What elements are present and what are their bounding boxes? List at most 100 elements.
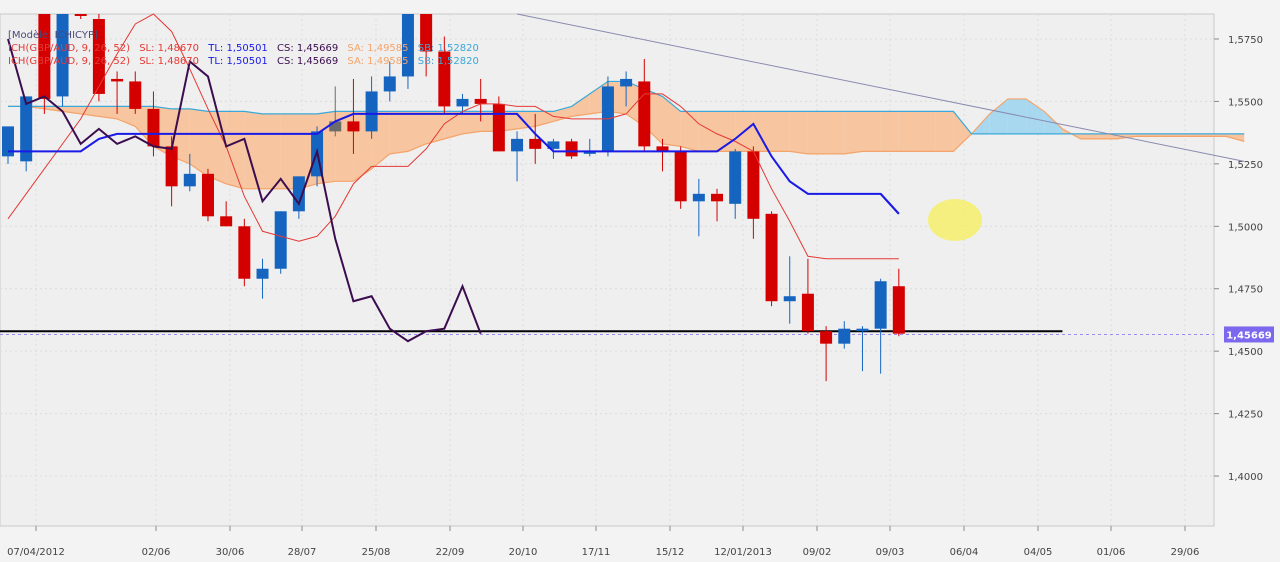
candle-body	[2, 126, 14, 157]
y-tick-label: 1,5500	[1228, 97, 1263, 108]
kumo-cloud-segment	[1116, 133, 1136, 139]
y-tick-label: 1,5750	[1228, 35, 1263, 46]
kumo-cloud-segment	[935, 111, 954, 152]
candle-body	[74, 14, 87, 16]
candle-body	[292, 176, 305, 212]
legend-indicator-name: ICH(GBP/AUD, 9, 26, 52)	[8, 56, 131, 67]
kumo-cloud-segment	[953, 111, 972, 152]
kumo-cloud-segment	[680, 111, 699, 152]
kumo-cloud-segment	[1207, 133, 1227, 137]
highlight-ellipse	[928, 199, 982, 241]
kumo-cloud-segment	[262, 113, 281, 189]
kumo-cloud-segment	[826, 111, 845, 154]
x-tick-label: 12/01/2013	[714, 547, 772, 558]
legend-tl: TL: 1,50501	[208, 43, 268, 54]
kumo-cloud-segment	[62, 106, 81, 114]
kijun-sen-line	[7, 13, 899, 260]
kumo-cloud-segment	[753, 111, 772, 152]
kumo-cloud-segment	[98, 106, 118, 119]
candle-body	[511, 138, 524, 152]
kumo-cloud-segment	[862, 111, 881, 152]
kumo-cloud-segment	[1135, 133, 1154, 137]
kumo-cloud-segment	[280, 113, 299, 189]
candle-body	[92, 18, 105, 94]
kumo-cloud-segment	[1007, 98, 1027, 134]
kumo-cloud-segment	[917, 111, 936, 152]
x-tick-label: 17/11	[582, 547, 611, 558]
x-tick-label: 06/04	[950, 547, 979, 558]
kumo-cloud-segment	[462, 111, 481, 134]
last-price-tag	[1224, 326, 1274, 343]
legend-row-1: ICH(GBP/AUD, 9, 26, 52) SL: 1,48670 TL: …	[8, 42, 485, 55]
x-tick-label: 20/10	[509, 547, 538, 558]
tenkan-sen-line	[8, 112, 900, 215]
kumo-cloud-segment	[1189, 133, 1208, 137]
candle-body	[474, 98, 487, 104]
legend-sl: SL: 1,48670	[139, 56, 200, 67]
x-tick-label: 07/04/2012	[7, 547, 65, 558]
legend-sb: SB: 1,52820	[417, 56, 479, 67]
legend-sa: SA: 1,49585	[347, 56, 409, 67]
y-tick-label: 1,4750	[1228, 285, 1263, 296]
chikou-span-line	[7, 38, 482, 343]
candle-body	[783, 296, 796, 302]
kumo-cloud-segment	[571, 93, 590, 117]
legend-tl: TL: 1,50501	[208, 56, 268, 67]
kumo-cloud-segment	[117, 106, 136, 127]
y-tick-label: 1,4000	[1228, 472, 1263, 483]
candle-body	[529, 138, 542, 149]
y-tick-label: 1,4500	[1228, 347, 1263, 358]
legend-model: [Modèle: ICHICYP]	[8, 30, 98, 41]
candle-body	[820, 331, 833, 344]
kumo-cloud-segment	[517, 111, 536, 129]
candle-body	[747, 151, 760, 219]
candle-body	[838, 328, 851, 344]
candle-body	[183, 173, 196, 187]
kumo-cloud-segment	[1026, 98, 1045, 134]
kumo-cloud-segment	[789, 111, 808, 154]
x-tick-label: 28/07	[288, 547, 317, 558]
x-tick-label: 30/06	[216, 547, 245, 558]
candle-body	[801, 293, 814, 332]
kumo-cloud-segment	[989, 98, 1008, 134]
candle-body	[565, 141, 578, 157]
kumo-cloud-segment	[771, 111, 790, 152]
kumo-cloud-segment	[189, 108, 208, 177]
kumo-cloud-segment	[244, 111, 263, 189]
candle-body	[456, 98, 469, 107]
candle-body	[220, 216, 233, 227]
legend-sl: SL: 1,48670	[139, 43, 200, 54]
kumo-cloud-segment	[1226, 133, 1245, 142]
x-tick-label: 15/12	[656, 547, 685, 558]
x-tick-label: 22/09	[436, 547, 465, 558]
candle-body	[492, 103, 505, 152]
candle-body	[165, 146, 178, 187]
x-tick-label: 09/02	[803, 547, 832, 558]
legend-cs: CS: 1,45669	[277, 56, 339, 67]
candle-body	[20, 96, 33, 162]
candle-body	[401, 14, 414, 77]
y-tick-label: 1,4250	[1228, 410, 1263, 421]
candle-body	[692, 193, 705, 202]
x-tick-label: 29/06	[1171, 547, 1200, 558]
candle-body	[856, 328, 869, 332]
x-tick-label: 25/08	[362, 547, 391, 558]
x-tick-label: 01/06	[1097, 547, 1126, 558]
candle-body	[38, 14, 51, 99]
candle-body	[329, 121, 342, 132]
candle-body	[674, 151, 687, 202]
candle-body	[765, 213, 778, 302]
kumo-cloud-segment	[80, 106, 99, 117]
x-tick-label: 09/03	[876, 547, 905, 558]
legend-cs: CS: 1,45669	[277, 43, 339, 54]
kumo-cloud-segment	[880, 111, 899, 152]
kumo-cloud-segment	[807, 111, 827, 154]
candle-body	[347, 121, 360, 132]
kumo-cloud-segment	[444, 111, 463, 139]
kumo-cloud-segment	[389, 111, 408, 154]
tenkan-sen-last-segment	[879, 193, 900, 215]
kumo-cloud-segment	[1080, 133, 1099, 139]
candle-body	[147, 108, 160, 147]
